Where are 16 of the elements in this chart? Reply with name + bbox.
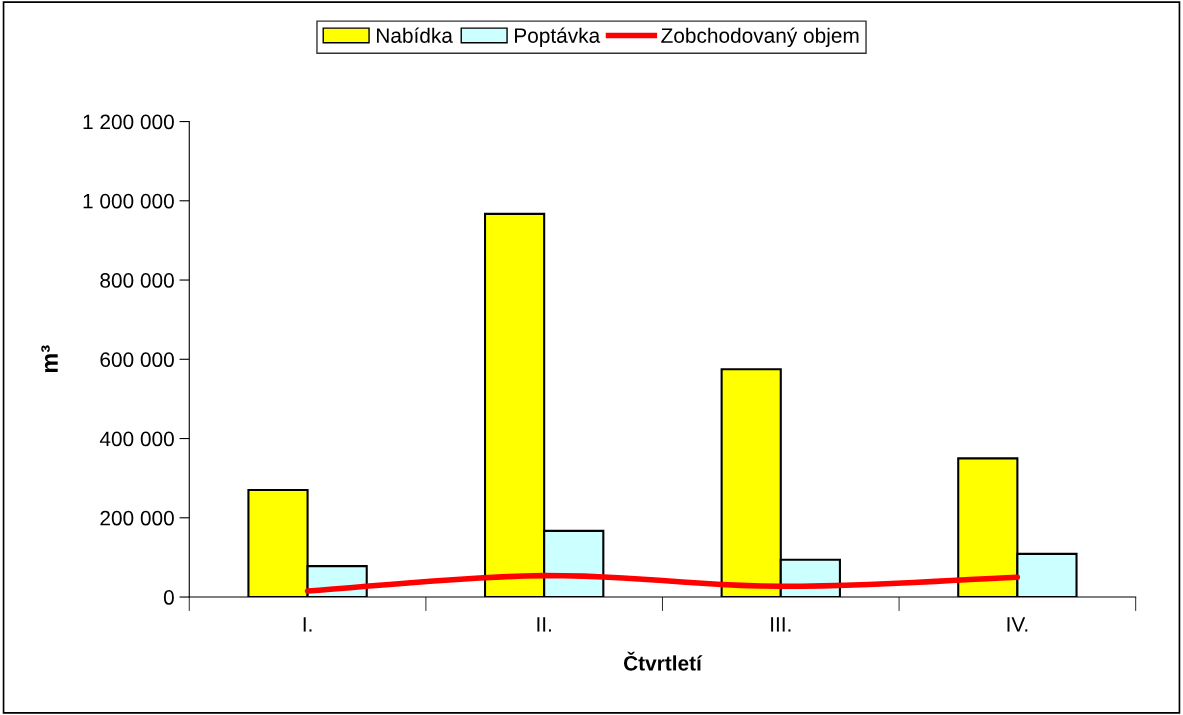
y-tick-label: 0 (163, 590, 174, 605)
legend-label: Zobchodovaný objem (661, 27, 859, 48)
x-tick-label: III. (771, 617, 791, 632)
legend-label: Nabídka (377, 27, 453, 43)
y-tick-label: 1 000 000 (83, 193, 174, 209)
legend-label: Poptávka (515, 27, 601, 48)
y-axis-title: m³ (41, 345, 58, 373)
x-tick-label: IV. (1007, 617, 1028, 632)
y-tick-label: 1 200 000 (83, 114, 174, 130)
y-tick-label: 800 000 (100, 273, 174, 288)
x-axis-title: Čtvrtletí (623, 651, 703, 671)
x-tick-label: II. (537, 617, 551, 632)
y-tick-label: 200 000 (100, 510, 174, 526)
y-tick-label: 400 000 (99, 431, 174, 447)
y-tick-label: 600 000 (100, 352, 174, 368)
x-tick-label: I. (303, 617, 312, 632)
